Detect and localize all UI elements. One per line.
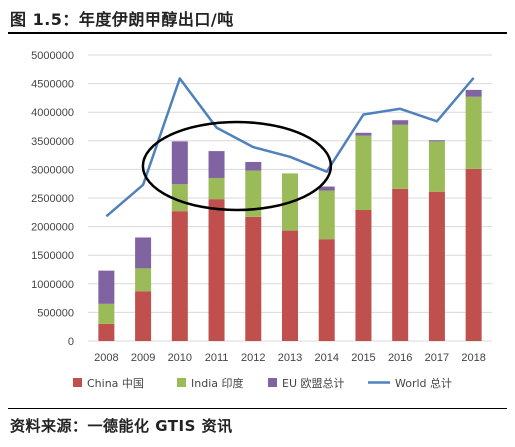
bar-segment: [465, 89, 482, 97]
y-tick-label: 2500000: [31, 193, 74, 205]
x-tick-label: 2016: [388, 352, 412, 364]
legend-swatch: [73, 378, 82, 387]
bar-segment: [135, 237, 152, 269]
y-tick-label: 1500000: [31, 250, 74, 262]
y-tick-label: 3000000: [31, 164, 74, 176]
x-tick-label: 2018: [461, 352, 485, 364]
y-tick-label: 2000000: [31, 222, 74, 234]
bar-segment: [208, 199, 225, 341]
bar-segment: [98, 270, 115, 304]
x-tick-label: 2017: [425, 352, 449, 364]
bar-segment: [245, 170, 262, 217]
legend-label: China 中国: [87, 377, 144, 390]
bar-segment: [208, 177, 225, 200]
y-tick-label: 5000000: [31, 50, 74, 62]
chart: 0 500000 1000000 1500000 2000000 2500000 30000…: [31, 50, 492, 390]
x-tick-label: 2013: [278, 352, 302, 364]
legend-label: India 印度: [191, 376, 244, 390]
bar-segment: [428, 191, 445, 341]
x-tick-label: 2012: [241, 352, 265, 364]
bar-segment: [245, 216, 262, 341]
bar-segment: [318, 239, 335, 341]
x-tick-label: 2009: [131, 352, 155, 364]
legend-label: EU 欧盟总计: [282, 376, 345, 390]
bar-segment: [208, 151, 225, 178]
bar-segment: [355, 132, 372, 136]
bar-segment: [355, 210, 372, 341]
y-tick-label: 4500000: [31, 79, 74, 91]
y-tick-label: 500000: [37, 307, 74, 319]
y-tick-label: 4000000: [31, 107, 74, 119]
chart-title: 图 1.5：年度伊朗甲醇出口/吨: [10, 10, 234, 29]
legend-swatch: [268, 378, 277, 387]
x-tick-label: 2015: [351, 352, 375, 364]
bar-segment: [465, 168, 482, 341]
legend-swatch: [177, 378, 186, 387]
x-tick-label: 2011: [205, 352, 229, 364]
legend-label: World 总计: [395, 376, 452, 390]
bar-segment: [98, 303, 115, 324]
bar-segment: [135, 291, 152, 341]
bar-segment: [135, 268, 152, 292]
bar-segment: [465, 96, 482, 169]
y-tick-label: 1000000: [31, 279, 74, 291]
y-tick-label: 0: [68, 336, 74, 348]
y-tick-label: 3500000: [31, 136, 74, 148]
bar-segment: [355, 135, 372, 211]
bar-segment: [171, 141, 188, 185]
bar-segment: [392, 188, 409, 341]
x-tick-label: 2008: [94, 352, 118, 364]
source-divider: [8, 408, 507, 409]
annotation-ellipse: [141, 120, 333, 212]
bar-segment: [245, 161, 262, 171]
source-note: 资料来源：一德能化 GTIS 资讯: [10, 417, 233, 435]
bar-segment: [98, 323, 115, 341]
bar-segment: [392, 124, 409, 189]
x-tick-label: 2014: [314, 352, 338, 364]
bar-segment: [171, 184, 188, 212]
bar-segment: [282, 230, 298, 341]
title-divider: [8, 32, 507, 34]
bar-segment: [392, 120, 409, 125]
bar-segment: [318, 190, 335, 240]
bar-segment: [171, 211, 188, 341]
bar-segment: [428, 141, 445, 192]
bar-segment: [428, 140, 445, 142]
bar-segment: [318, 186, 335, 191]
x-tick-label: 2010: [168, 352, 192, 364]
